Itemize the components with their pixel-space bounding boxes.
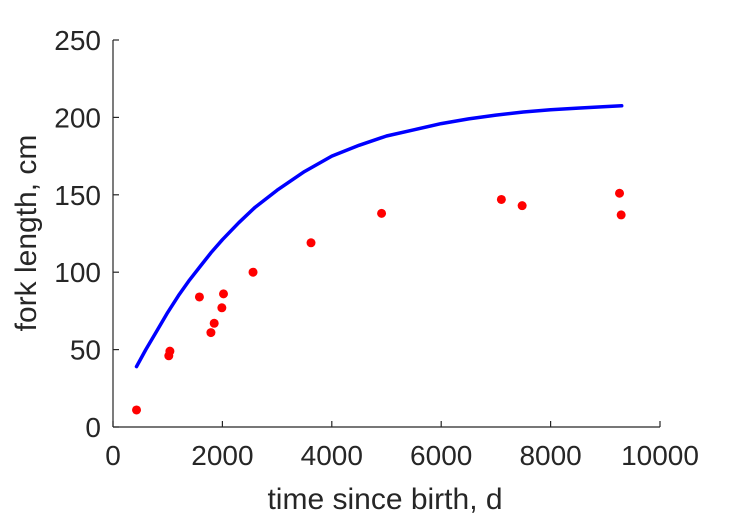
x-tick-label: 0 [105,440,121,471]
y-tick-label: 100 [54,257,101,288]
x-tick-label: 10000 [621,440,699,471]
y-tick-label: 50 [70,335,101,366]
data-point [217,303,227,313]
y-tick-label: 200 [54,102,101,133]
x-tick-label: 6000 [410,440,472,471]
plot-area [132,104,626,415]
data-point [194,292,204,302]
data-point [496,194,506,204]
x-tick-label: 2000 [191,440,253,471]
data-point [616,210,626,220]
axes: 0 2000 4000 6000 8000 10000 0 50 100 150 200 250 [54,25,699,471]
fitted-curve-line [134,104,624,369]
x-tick-label: 8000 [519,440,581,471]
data-point [209,318,219,328]
y-tick-label: 150 [54,180,101,211]
data-point [165,346,175,356]
data-point [377,208,387,218]
data-point [132,405,142,415]
data-point [218,289,228,299]
y-axis-label: fork length, cm [10,135,43,332]
x-axis-label: time since birth, d [267,483,502,516]
data-point [517,201,527,211]
data-point [206,328,216,338]
data-point [306,238,316,248]
y-tick-label: 250 [54,25,101,56]
data-point [615,188,625,198]
x-tick-label: 4000 [301,440,363,471]
y-tick-label: 0 [85,412,101,443]
data-point [248,267,258,277]
